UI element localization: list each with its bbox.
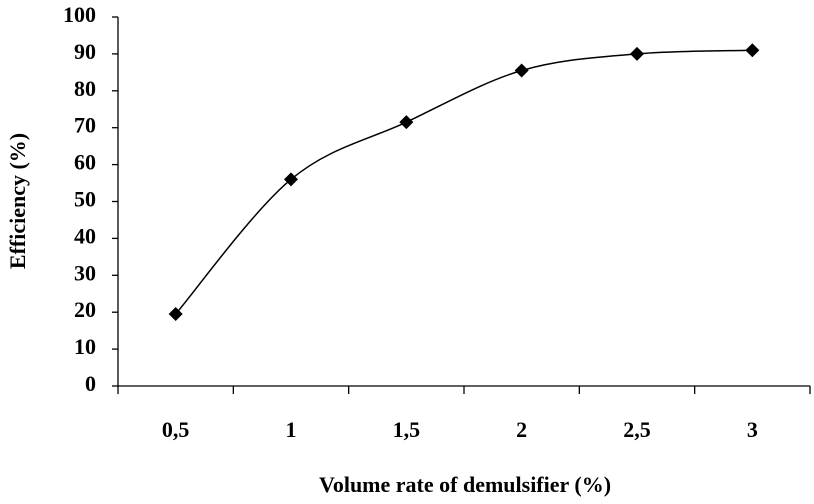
- x-axis-title: Volume rate of demulsifier (%): [319, 472, 611, 497]
- y-tick-label: 60: [74, 150, 96, 175]
- y-tick-label: 50: [74, 187, 96, 212]
- y-tick-label: 0: [85, 371, 96, 396]
- y-axis-title: Efficiency (%): [5, 133, 30, 269]
- y-tick-label: 70: [74, 113, 96, 138]
- y-tick-label: 30: [74, 260, 96, 285]
- y-tick-label: 10: [74, 334, 96, 359]
- y-tick-label: 40: [74, 223, 96, 248]
- y-tick-label: 80: [74, 76, 96, 101]
- y-tick-label: 20: [74, 297, 96, 322]
- x-tick-label: 3: [747, 417, 758, 442]
- x-tick-label: 1,5: [393, 417, 421, 442]
- marker: [399, 115, 414, 130]
- marker: [514, 63, 529, 78]
- x-tick-label: 1: [286, 417, 297, 442]
- x-tick-label: 2,5: [623, 417, 651, 442]
- marker: [630, 46, 644, 61]
- marker: [745, 43, 760, 58]
- x-tick-label: 0,5: [162, 417, 190, 442]
- marker: [284, 172, 298, 187]
- line: [175, 49, 753, 315]
- y-tick-label: 100: [63, 2, 96, 27]
- y-tick-label: 90: [74, 39, 96, 64]
- marker: [168, 307, 183, 322]
- x-tick-label: 2: [516, 417, 527, 442]
